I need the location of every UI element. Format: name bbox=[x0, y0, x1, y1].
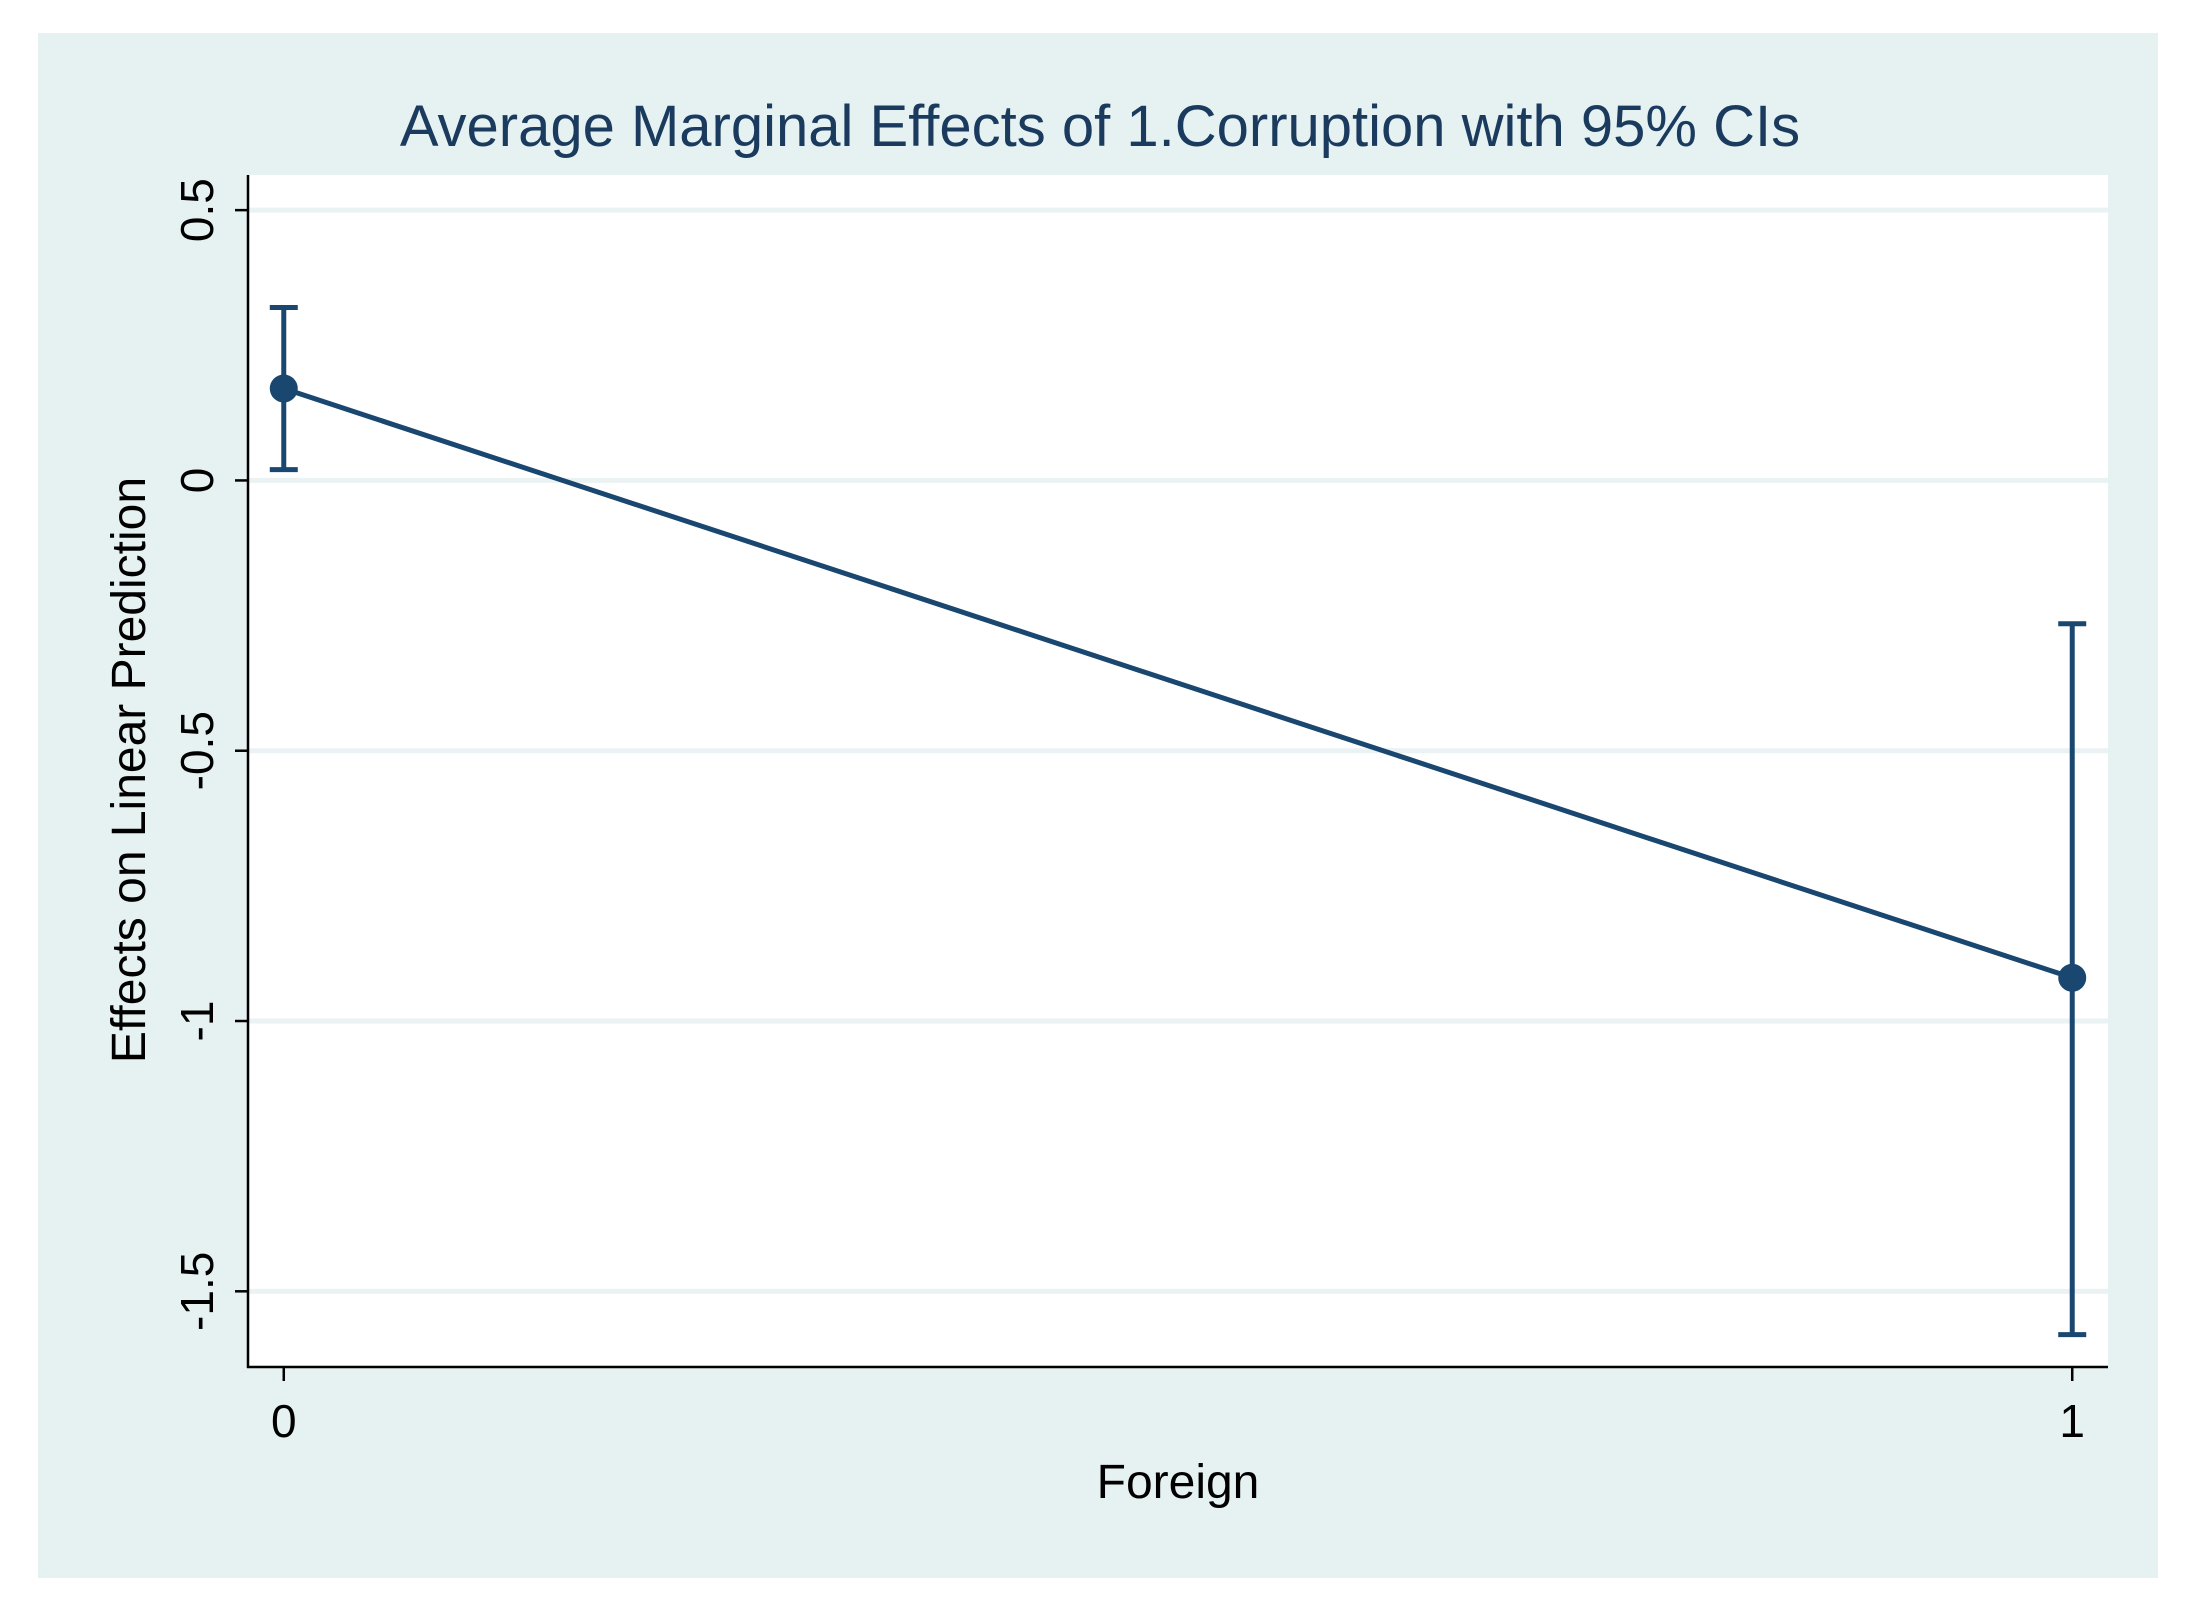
data-point-1 bbox=[2058, 963, 2087, 992]
axes bbox=[235, 175, 2108, 1381]
series-line-0 bbox=[282, 386, 2074, 981]
x-tick-label-0: 0 bbox=[271, 1395, 297, 1447]
y-tick-label-0: 0.5 bbox=[171, 178, 223, 242]
data-series bbox=[269, 304, 2087, 1338]
tick-labels: 0.5 0 -0.5 -1 -1.5 0 1 bbox=[171, 178, 2085, 1447]
y-tick-label-4: -1.5 bbox=[171, 1252, 223, 1331]
y-tick-label-2: -0.5 bbox=[171, 711, 223, 790]
x-axis-label: Foreign bbox=[1097, 1456, 1260, 1509]
data-point-0 bbox=[269, 374, 298, 403]
plot-area bbox=[248, 175, 2108, 1367]
y-tick-label-1: 0 bbox=[171, 468, 223, 494]
y-tick-label-3: -1 bbox=[171, 1001, 223, 1042]
chart-title: Average Marginal Effects of 1.Corruption… bbox=[400, 94, 1800, 159]
x-tick-label-1: 1 bbox=[2059, 1395, 2085, 1447]
y-axis-label: Effects on Linear Prediction bbox=[103, 477, 156, 1063]
